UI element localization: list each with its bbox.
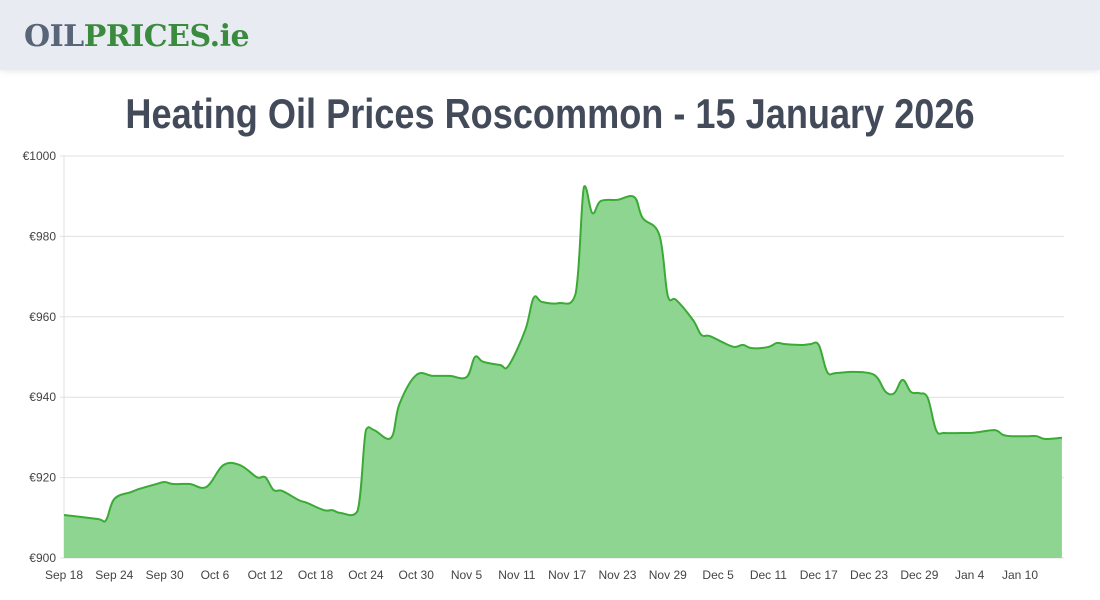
y-tick-label: €980 [29, 229, 56, 243]
x-tick-label: Nov 17 [548, 568, 586, 582]
x-tick-label: Dec 17 [800, 568, 838, 582]
y-tick-label: €940 [29, 390, 56, 404]
x-tick-label: Nov 5 [451, 568, 483, 582]
x-tick-label: Oct 24 [348, 568, 384, 582]
x-tick-label: Dec 23 [850, 568, 888, 582]
x-tick-label: Dec 29 [900, 568, 938, 582]
logo-text-oil: OIL [24, 19, 84, 54]
x-tick-label: Oct 6 [201, 568, 230, 582]
y-axis-labels: €900 €920 €940 €960 €980 €1000 [23, 149, 57, 565]
y-tick-label: €900 [29, 551, 56, 565]
x-tick-label: Dec 5 [702, 568, 734, 582]
x-tick-label: Oct 12 [248, 568, 284, 582]
y-tick-label: €960 [29, 310, 56, 324]
x-tick-label: Dec 11 [750, 568, 787, 582]
x-tick-label: Nov 11 [498, 568, 535, 582]
x-tick-label: Jan 10 [1002, 568, 1038, 582]
x-tick-label: Nov 23 [598, 568, 636, 582]
x-axis-labels: Sep 18 Sep 24 Sep 30 Oct 6 Oct 12 Oct 18 Oct 2… [45, 568, 1038, 582]
x-tick-label: Jan 4 [955, 568, 985, 582]
y-tick-label: €920 [29, 471, 56, 485]
x-tick-label: Sep 24 [95, 568, 133, 582]
price-line [63, 185, 1063, 523]
site-logo[interactable]: OILPRICES.ie [24, 17, 250, 57]
x-tick-label: Oct 30 [399, 568, 435, 582]
x-tick-label: Sep 18 [45, 568, 83, 582]
x-tick-label: Sep 30 [146, 568, 184, 582]
logo-text-prices: PRICES.ie [83, 19, 250, 54]
site-header: OILPRICES.ie [0, 0, 1100, 70]
y-tick-label: €1000 [23, 149, 57, 163]
page-title: Heating Oil Prices Roscommon - 15 Januar… [125, 90, 975, 137]
price-area-fill [64, 186, 1062, 558]
x-tick-label: Oct 18 [298, 568, 334, 582]
x-tick-label: Nov 29 [649, 568, 687, 582]
